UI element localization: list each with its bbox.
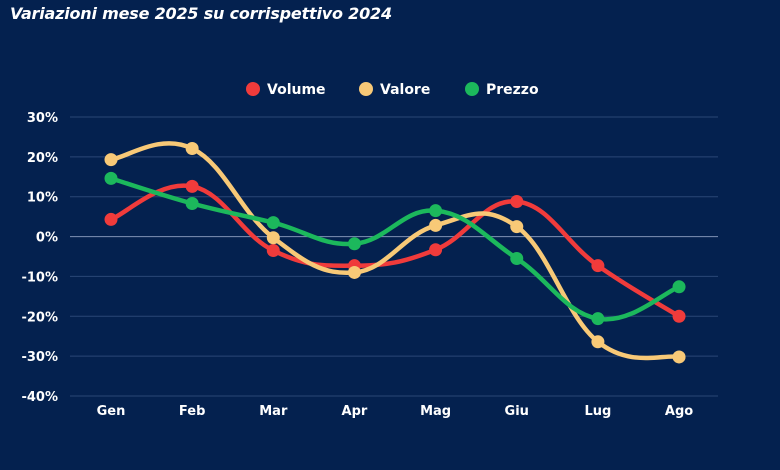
legend-marker	[246, 82, 260, 96]
data-point-valore	[185, 141, 199, 155]
data-point-volume	[185, 179, 199, 193]
y-tick-label: 30%	[27, 111, 58, 126]
data-point-volume	[104, 212, 118, 226]
data-point-prezzo	[347, 237, 361, 251]
data-point-volume	[266, 244, 280, 258]
series-line-prezzo	[108, 176, 682, 322]
data-point-prezzo	[104, 171, 118, 185]
x-tick-label: Gen	[97, 404, 126, 419]
data-point-valore	[347, 265, 361, 279]
data-point-valore	[104, 153, 118, 167]
y-tick-label: -20%	[21, 310, 58, 325]
legend-label: Volume	[267, 82, 326, 98]
data-point-volume	[510, 194, 524, 208]
data-point-prezzo	[266, 216, 280, 230]
data-point-valore	[672, 350, 686, 364]
data-point-valore	[510, 220, 524, 234]
x-tick-label: Giu	[505, 404, 529, 419]
x-tick-label: Mar	[259, 404, 288, 419]
x-tick-label: Apr	[342, 404, 368, 419]
chart-title: Variazioni mese 2025 su corrispettivo 20…	[10, 4, 392, 23]
y-tick-label: 10%	[27, 191, 58, 206]
series-line-valore	[108, 141, 682, 361]
y-tick-label: -30%	[21, 350, 58, 365]
y-tick-label: 0%	[36, 231, 58, 246]
y-tick-label: 20%	[27, 151, 58, 166]
series-line-volume	[108, 183, 682, 319]
x-tick-label: Ago	[665, 404, 693, 419]
data-point-prezzo	[510, 251, 524, 265]
x-tick-label: Mag	[420, 404, 451, 419]
legend-label: Prezzo	[486, 82, 539, 98]
legend-marker	[359, 82, 373, 96]
data-point-volume	[429, 243, 443, 257]
data-point-volume	[672, 309, 686, 323]
data-point-prezzo	[429, 204, 443, 218]
data-point-valore	[591, 335, 605, 349]
data-point-valore	[266, 231, 280, 245]
legend-label: Valore	[380, 82, 430, 98]
legend-marker	[465, 82, 479, 96]
x-tick-label: Lug	[584, 404, 611, 419]
data-point-prezzo	[672, 280, 686, 294]
y-tick-label: -10%	[21, 270, 58, 285]
data-point-valore	[429, 218, 443, 232]
data-point-prezzo	[185, 196, 199, 210]
y-tick-label: -40%	[21, 390, 58, 405]
data-point-volume	[591, 259, 605, 273]
x-tick-label: Feb	[179, 404, 205, 419]
data-point-prezzo	[591, 312, 605, 326]
